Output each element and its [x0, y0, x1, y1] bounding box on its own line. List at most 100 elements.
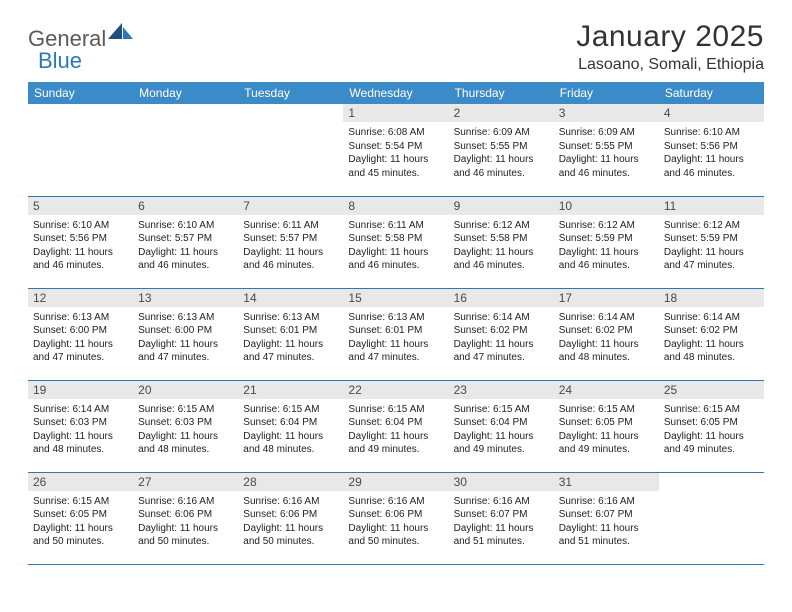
sunrise-line: Sunrise: 6:13 AM — [348, 311, 443, 325]
sunrise-line: Sunrise: 6:15 AM — [559, 403, 654, 417]
sunrise-line: Sunrise: 6:16 AM — [348, 495, 443, 509]
calendar-day-cell: 21Sunrise: 6:15 AMSunset: 6:04 PMDayligh… — [238, 380, 343, 472]
calendar-week-row: 5Sunrise: 6:10 AMSunset: 5:56 PMDaylight… — [28, 196, 764, 288]
sunset-line: Sunset: 6:05 PM — [33, 508, 128, 522]
calendar-day-cell: 31Sunrise: 6:16 AMSunset: 6:07 PMDayligh… — [554, 472, 659, 564]
sunrise-line: Sunrise: 6:14 AM — [664, 311, 759, 325]
day-details: Sunrise: 6:10 AMSunset: 5:57 PMDaylight:… — [133, 216, 238, 277]
sunset-line: Sunset: 6:01 PM — [243, 324, 338, 338]
daylight-line: Daylight: 11 hours and 47 minutes. — [348, 338, 443, 365]
sunrise-line: Sunrise: 6:12 AM — [664, 219, 759, 233]
calendar-day-cell: 12Sunrise: 6:13 AMSunset: 6:00 PMDayligh… — [28, 288, 133, 380]
calendar-day-cell: 17Sunrise: 6:14 AMSunset: 6:02 PMDayligh… — [554, 288, 659, 380]
calendar-day-cell: 7Sunrise: 6:11 AMSunset: 5:57 PMDaylight… — [238, 196, 343, 288]
sunrise-line: Sunrise: 6:14 AM — [454, 311, 549, 325]
sunrise-line: Sunrise: 6:10 AM — [33, 219, 128, 233]
daylight-line: Daylight: 11 hours and 47 minutes. — [243, 338, 338, 365]
daylight-line: Daylight: 11 hours and 48 minutes. — [33, 430, 128, 457]
calendar-day-cell: 6Sunrise: 6:10 AMSunset: 5:57 PMDaylight… — [133, 196, 238, 288]
day-number: 12 — [28, 289, 133, 308]
daylight-line: Daylight: 11 hours and 46 minutes. — [559, 153, 654, 180]
day-details: Sunrise: 6:15 AMSunset: 6:04 PMDaylight:… — [449, 400, 554, 461]
sunrise-line: Sunrise: 6:15 AM — [138, 403, 233, 417]
sunset-line: Sunset: 6:03 PM — [33, 416, 128, 430]
day-number: 28 — [238, 473, 343, 492]
sail-icon — [108, 21, 134, 46]
calendar-week-row: 12Sunrise: 6:13 AMSunset: 6:00 PMDayligh… — [28, 288, 764, 380]
daylight-line: Daylight: 11 hours and 49 minutes. — [664, 430, 759, 457]
day-details: Sunrise: 6:11 AMSunset: 5:57 PMDaylight:… — [238, 216, 343, 277]
daylight-line: Daylight: 11 hours and 46 minutes. — [454, 246, 549, 273]
daylight-line: Daylight: 11 hours and 50 minutes. — [33, 522, 128, 549]
sunset-line: Sunset: 6:04 PM — [243, 416, 338, 430]
day-details: Sunrise: 6:15 AMSunset: 6:04 PMDaylight:… — [238, 400, 343, 461]
sunrise-line: Sunrise: 6:10 AM — [138, 219, 233, 233]
daylight-line: Daylight: 11 hours and 48 minutes. — [243, 430, 338, 457]
day-number: 15 — [343, 289, 448, 308]
day-details: Sunrise: 6:12 AMSunset: 5:59 PMDaylight:… — [659, 216, 764, 277]
weekday-header: Sunday — [28, 82, 133, 104]
sunset-line: Sunset: 6:06 PM — [348, 508, 443, 522]
calendar-day-cell: 11Sunrise: 6:12 AMSunset: 5:59 PMDayligh… — [659, 196, 764, 288]
day-number: 18 — [659, 289, 764, 308]
sunset-line: Sunset: 6:02 PM — [559, 324, 654, 338]
sunset-line: Sunset: 5:55 PM — [559, 140, 654, 154]
sunrise-line: Sunrise: 6:14 AM — [559, 311, 654, 325]
sunrise-line: Sunrise: 6:09 AM — [559, 126, 654, 140]
day-details: Sunrise: 6:14 AMSunset: 6:02 PMDaylight:… — [659, 308, 764, 369]
day-details: Sunrise: 6:10 AMSunset: 5:56 PMDaylight:… — [659, 123, 764, 184]
day-number: 4 — [659, 104, 764, 123]
day-details: Sunrise: 6:16 AMSunset: 6:07 PMDaylight:… — [449, 492, 554, 553]
sunset-line: Sunset: 6:02 PM — [454, 324, 549, 338]
day-number: 1 — [343, 104, 448, 123]
calendar-day-cell: 20Sunrise: 6:15 AMSunset: 6:03 PMDayligh… — [133, 380, 238, 472]
sunrise-line: Sunrise: 6:15 AM — [348, 403, 443, 417]
day-number: 13 — [133, 289, 238, 308]
sunset-line: Sunset: 5:54 PM — [348, 140, 443, 154]
daylight-line: Daylight: 11 hours and 49 minutes. — [454, 430, 549, 457]
weekday-header: Thursday — [449, 82, 554, 104]
sunrise-line: Sunrise: 6:08 AM — [348, 126, 443, 140]
sunset-line: Sunset: 5:58 PM — [348, 232, 443, 246]
sunset-line: Sunset: 5:59 PM — [559, 232, 654, 246]
header: General January 2025 Lasoano, Somali, Et… — [28, 20, 764, 74]
day-number: 3 — [554, 104, 659, 123]
day-details: Sunrise: 6:16 AMSunset: 6:06 PMDaylight:… — [238, 492, 343, 553]
sunset-line: Sunset: 6:07 PM — [559, 508, 654, 522]
sunrise-line: Sunrise: 6:15 AM — [243, 403, 338, 417]
calendar-day-cell: 27Sunrise: 6:16 AMSunset: 6:06 PMDayligh… — [133, 472, 238, 564]
day-details: Sunrise: 6:15 AMSunset: 6:05 PMDaylight:… — [28, 492, 133, 553]
day-details: Sunrise: 6:15 AMSunset: 6:05 PMDaylight:… — [659, 400, 764, 461]
sunrise-line: Sunrise: 6:15 AM — [664, 403, 759, 417]
day-number: 22 — [343, 381, 448, 400]
calendar-week-row: 1 Sunrise: 6:08 AMSunset: 5:54 PM Daylight… — [28, 104, 764, 196]
day-details: Sunrise: 6:11 AMSunset: 5:58 PMDaylight:… — [343, 216, 448, 277]
day-number: 14 — [238, 289, 343, 308]
day-number: 8 — [343, 197, 448, 216]
sunset-line: Sunset: 5:59 PM — [664, 232, 759, 246]
sunset-line: Sunset: 5:58 PM — [454, 232, 549, 246]
weekday-header-row: SundayMondayTuesdayWednesdayThursdayFrid… — [28, 82, 764, 104]
calendar-day-cell: 22Sunrise: 6:15 AMSunset: 6:04 PMDayligh… — [343, 380, 448, 472]
day-number: 23 — [449, 381, 554, 400]
daylight-line: Daylight: 11 hours and 48 minutes. — [664, 338, 759, 365]
daylight-line: Daylight: 11 hours and 46 minutes. — [348, 246, 443, 273]
sunrise-line: Sunrise: 6:14 AM — [33, 403, 128, 417]
day-details: Sunrise: 6:12 AMSunset: 5:59 PMDaylight:… — [554, 216, 659, 277]
day-details: Sunrise: 6:09 AMSunset: 5:55 PMDaylight:… — [554, 123, 659, 184]
calendar-day-cell: 19Sunrise: 6:14 AMSunset: 6:03 PMDayligh… — [28, 380, 133, 472]
day-details: Sunrise: 6:13 AMSunset: 6:00 PMDaylight:… — [28, 308, 133, 369]
day-number: 25 — [659, 381, 764, 400]
sunset-line: Sunset: 6:01 PM — [348, 324, 443, 338]
calendar-day-cell: 2Sunrise: 6:09 AMSunset: 5:55 PMDaylight… — [449, 104, 554, 196]
sunrise-line: Sunrise: 6:09 AM — [454, 126, 549, 140]
calendar-day-cell: 28Sunrise: 6:16 AMSunset: 6:06 PMDayligh… — [238, 472, 343, 564]
calendar-day-cell — [28, 104, 133, 196]
weekday-header: Tuesday — [238, 82, 343, 104]
day-number: 10 — [554, 197, 659, 216]
day-details: Sunrise: 6:15 AMSunset: 6:05 PMDaylight:… — [554, 400, 659, 461]
sunrise-line: Sunrise: 6:12 AM — [559, 219, 654, 233]
day-number: 30 — [449, 473, 554, 492]
sunrise-line: Sunrise: 6:10 AM — [664, 126, 759, 140]
daylight-line: Daylight: 11 hours and 48 minutes. — [559, 338, 654, 365]
